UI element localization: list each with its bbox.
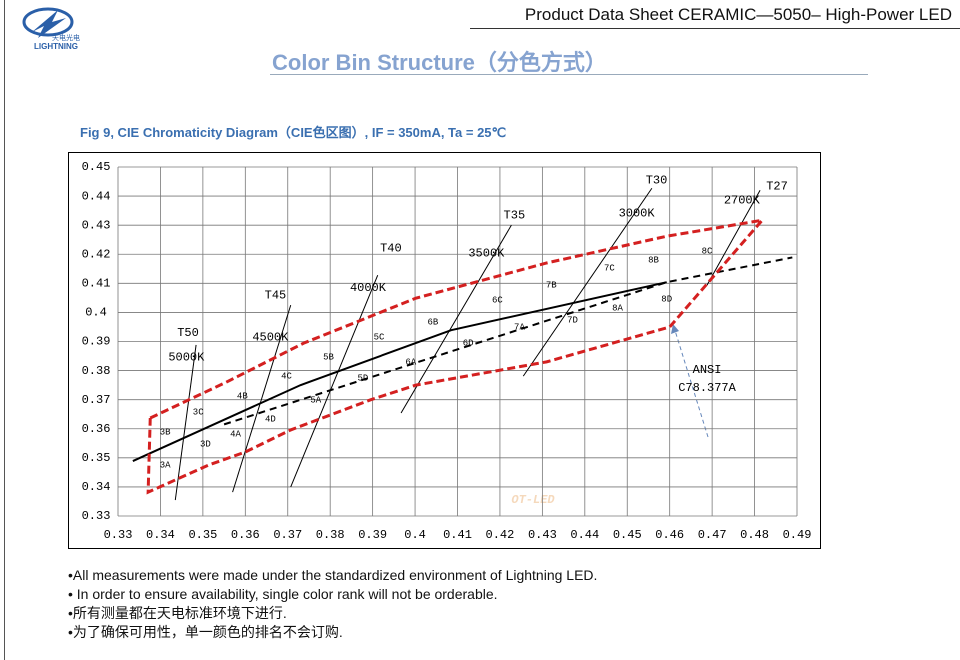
note: •All measurements were made under the st… [68, 567, 598, 583]
doc-title: Product Data Sheet CERAMIC—5050– High-Po… [524, 5, 952, 24]
cct-line [522, 187, 653, 377]
bin-label: 3A [160, 460, 171, 470]
cct-label: 4500K [252, 330, 289, 344]
cct-line [290, 274, 379, 488]
logo-bolt [32, 10, 66, 38]
logo-text: LIGHTNING [34, 42, 78, 51]
cct-name: T45 [265, 288, 287, 302]
section-title: Color Bin Structure（分色方式） [272, 50, 607, 75]
x-tick-label: 0.35 [188, 528, 217, 542]
x-tick-label: 0.39 [358, 528, 387, 542]
cct-label: 3000K [619, 206, 656, 220]
bin-label: 6C [492, 296, 503, 306]
cct-label: 5000K [168, 350, 205, 364]
ansi-label: ANSI [693, 363, 722, 377]
bin-label: 5C [374, 333, 385, 343]
cct-name: T27 [766, 179, 788, 193]
notes: •All measurements were made under the st… [68, 566, 597, 642]
cct-line [706, 190, 761, 286]
cct-name: T50 [177, 326, 199, 340]
bin-label: 5A [310, 395, 321, 405]
cct-line [174, 344, 197, 501]
bin-label: 4B [237, 392, 248, 402]
y-tick-label: 0.36 [82, 422, 111, 436]
y-tick-label: 0.34 [82, 480, 111, 494]
bin-label: 8B [648, 255, 659, 265]
x-tick-label: 0.47 [698, 528, 727, 542]
y-tick-label: 0.38 [82, 364, 111, 378]
bin-label: 8C [702, 246, 713, 256]
y-tick-label: 0.41 [82, 277, 111, 291]
note: • In order to ensure availability, singl… [68, 586, 498, 602]
x-tick-label: 0.46 [655, 528, 684, 542]
bin-label: 4C [281, 371, 292, 381]
y-tick-label: 0.33 [82, 509, 111, 523]
y-tick-label: 0.39 [82, 335, 111, 349]
cct-line [400, 224, 512, 414]
x-tick-label: 0.38 [316, 528, 345, 542]
y-tick-label: 0.37 [82, 393, 111, 407]
note: •为了确保可用性，单一颜色的排名不会订购. [68, 624, 343, 640]
bin-label: 7C [604, 264, 615, 274]
x-tick-label: 0.49 [783, 528, 812, 542]
cct-name: T30 [646, 173, 668, 187]
bin-label: 3C [193, 408, 204, 418]
logo-cn: 天电光电 [52, 33, 80, 42]
x-tick-label: 0.44 [570, 528, 599, 542]
bin-label: 4D [265, 415, 276, 425]
cct-label: 4000K [350, 281, 387, 295]
planckian-locus [132, 281, 667, 462]
cct-label: 3500K [468, 246, 505, 260]
title-rule [270, 74, 868, 75]
y-tick-label: 0.44 [82, 189, 111, 203]
page-border [4, 0, 5, 660]
bin-outline [146, 218, 767, 495]
bin-label: 3B [160, 427, 171, 437]
y-tick-label: 0.45 [82, 160, 111, 174]
bin-label: 8D [661, 294, 672, 304]
y-tick-label: 0.4 [85, 306, 107, 320]
bin-label: 8A [612, 303, 623, 313]
bin-label: 6D [463, 338, 474, 348]
ansi-arrow [672, 323, 709, 438]
bin-label: 6A [405, 358, 416, 368]
cct-name: T40 [380, 241, 402, 255]
bin-label: 4A [230, 429, 241, 439]
bin-label: 5B [323, 353, 334, 363]
x-tick-label: 0.43 [528, 528, 557, 542]
chart-frame [68, 152, 821, 549]
bin-label: 7D [567, 315, 578, 325]
bin-label: 5D [357, 374, 368, 384]
figure-caption: Fig 9, CIE Chromaticity Diagram（CIE色区图）,… [80, 125, 507, 140]
x-tick-label: 0.37 [273, 528, 302, 542]
x-tick-label: 0.36 [231, 528, 260, 542]
y-tick-label: 0.35 [82, 451, 111, 465]
header-rule [470, 28, 960, 29]
x-tick-label: 0.33 [104, 528, 133, 542]
x-tick-label: 0.4 [404, 528, 426, 542]
note: •所有测量都在天电标准环境下进行. [68, 605, 287, 621]
bin-label: 6B [427, 317, 438, 327]
ansi-label: C78.377A [678, 381, 736, 395]
bin-label: 3D [200, 440, 211, 450]
x-tick-label: 0.45 [613, 528, 642, 542]
x-tick-label: 0.42 [486, 528, 515, 542]
bin-label: 7B [546, 280, 557, 290]
cct-label: 2700K [724, 193, 761, 207]
logo: 天电光电 LIGHTNING [22, 7, 80, 51]
bin-label: 7A [514, 323, 525, 333]
y-tick-label: 0.42 [82, 247, 111, 261]
chart: OT-LED 0.33 0.34 0.35 0.36 0.37 0.38 0.39 0.4 0.… [68, 152, 821, 549]
watermark: OT-LED [511, 493, 555, 507]
y-tick-label: 0.43 [82, 218, 111, 232]
x-tick-label: 0.48 [740, 528, 769, 542]
ansi-arrowhead [671, 324, 679, 334]
x-tick-label: 0.41 [443, 528, 472, 542]
cct-line [232, 304, 292, 493]
logo-mark [22, 7, 74, 37]
x-tick-label: 0.34 [146, 528, 175, 542]
cct-name: T35 [504, 208, 526, 222]
